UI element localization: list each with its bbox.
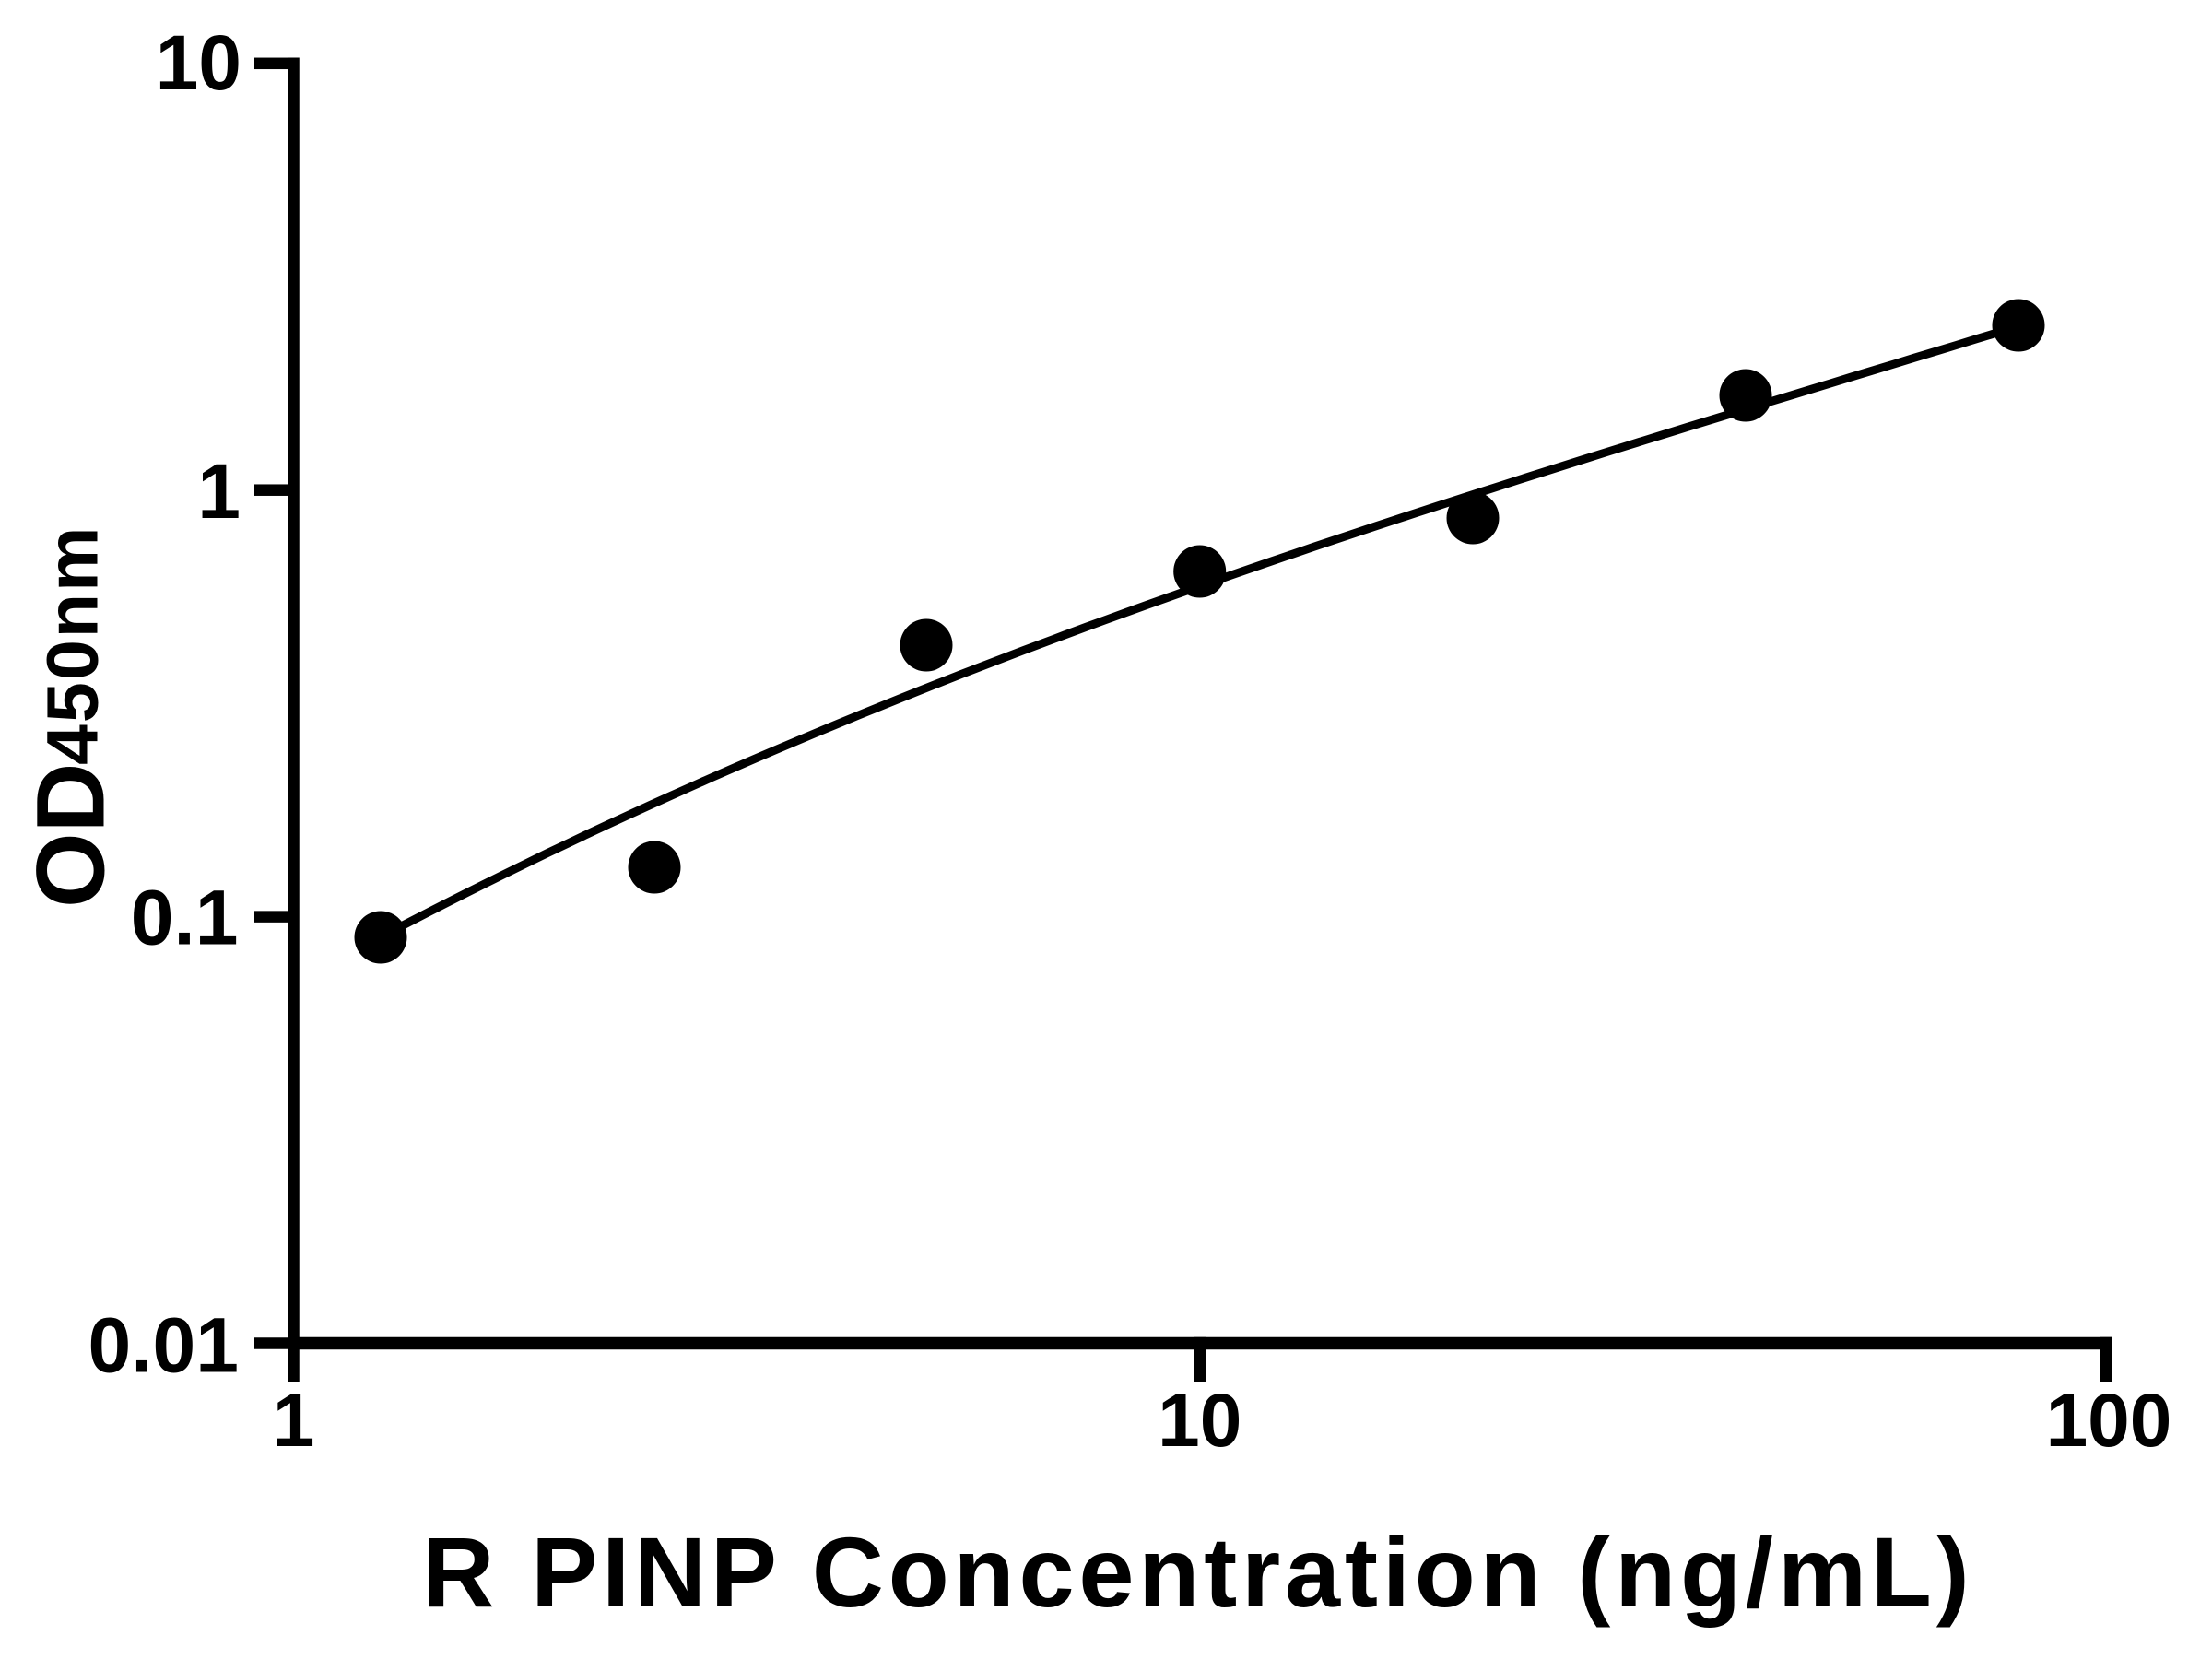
svg-text:1: 1 bbox=[197, 448, 241, 535]
svg-text:10: 10 bbox=[156, 19, 241, 106]
svg-text:10: 10 bbox=[1158, 1379, 1241, 1463]
svg-text:100: 100 bbox=[2046, 1379, 2172, 1463]
svg-text:1: 1 bbox=[273, 1379, 315, 1463]
svg-text:0.01: 0.01 bbox=[88, 1302, 240, 1389]
svg-text:450nm: 450nm bbox=[31, 525, 113, 765]
svg-text:OD: OD bbox=[18, 763, 125, 909]
svg-text:R PINP Concentration (ng/mL): R PINP Concentration (ng/mL) bbox=[422, 1516, 1973, 1628]
svg-text:0.1: 0.1 bbox=[131, 875, 239, 961]
